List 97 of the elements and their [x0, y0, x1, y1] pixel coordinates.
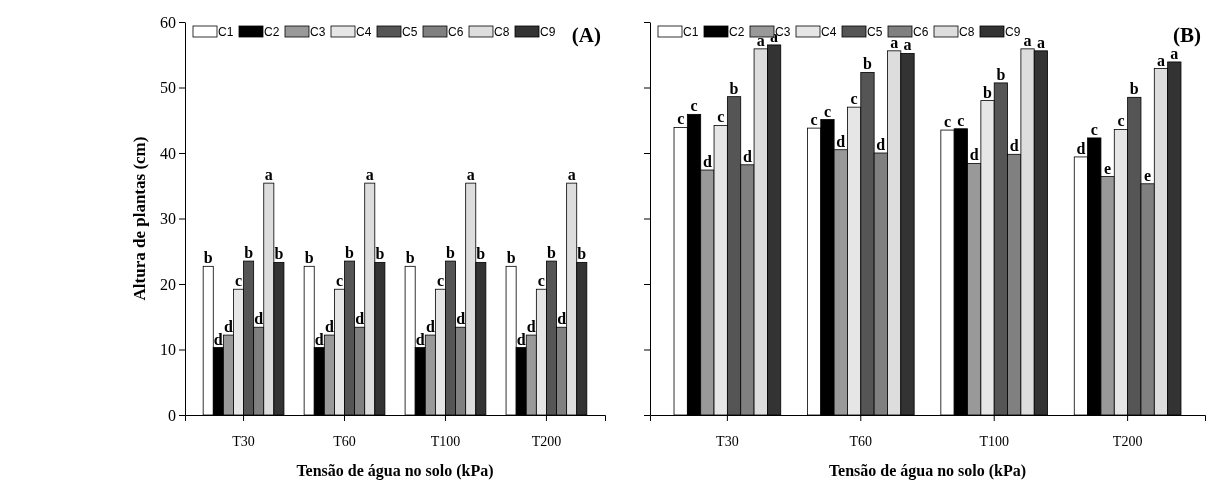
y-axis-title: Altura de plantas (cm)	[130, 136, 149, 301]
data-label: b	[506, 249, 516, 267]
data-label: d	[415, 330, 425, 348]
data-label: a	[756, 31, 765, 49]
data-label: c	[850, 90, 858, 108]
y-tick-label: 40	[160, 144, 176, 162]
data-label: b	[375, 245, 385, 263]
data-label: a	[1156, 51, 1165, 69]
data-label: c	[957, 111, 965, 129]
x-tick-label: T200	[531, 434, 562, 450]
y-tick-label: 50	[160, 79, 176, 97]
legend-label: C8	[959, 25, 975, 39]
data-label: a	[890, 33, 899, 51]
data-label: d	[836, 132, 846, 150]
data-label: e	[1144, 166, 1152, 184]
data-label: b	[304, 249, 314, 267]
y-tick-label: 10	[160, 341, 176, 359]
x-tick-label: T200	[1112, 434, 1143, 450]
data-label: b	[446, 244, 456, 262]
legend-label: C2	[729, 25, 745, 39]
data-label: d	[969, 146, 979, 164]
x-axis-title: Tensão de água no solo (kPa)	[296, 462, 494, 480]
x-tick-label: T100	[979, 434, 1009, 450]
data-label: b	[863, 55, 873, 73]
chart-title: (B)	[1173, 23, 1201, 47]
x-tick-label: T30	[232, 434, 255, 450]
legend-label: C5	[402, 25, 418, 39]
data-label: b	[1129, 80, 1139, 98]
data-label: c	[677, 110, 685, 128]
data-label: a	[1023, 31, 1032, 49]
legend-label: C4	[821, 25, 837, 39]
x-tick-label: T100	[430, 434, 461, 450]
x-tick-label: T60	[849, 434, 873, 450]
data-label: b	[729, 79, 739, 97]
data-label: d	[702, 153, 712, 171]
legend-label: C4	[356, 25, 372, 39]
data-label: c	[943, 113, 952, 131]
data-label: c	[335, 272, 344, 290]
data-label: d	[254, 310, 264, 328]
data-label: d	[1076, 139, 1086, 157]
data-label: b	[547, 244, 557, 262]
legend-label: C8	[494, 25, 510, 39]
data-label: c	[690, 97, 698, 115]
data-label: c	[1117, 112, 1125, 130]
data-label: d	[355, 310, 365, 328]
data-label: a	[264, 166, 273, 184]
data-label: d	[314, 330, 324, 348]
legend-label: C9	[1005, 25, 1021, 39]
data-label: c	[234, 272, 243, 290]
data-label: c	[810, 111, 818, 129]
data-label: a	[1036, 33, 1045, 51]
data-label: b	[203, 249, 213, 267]
data-label: c	[537, 272, 545, 290]
data-label: c	[436, 272, 444, 290]
y-tick-label: 30	[160, 210, 176, 228]
legend-label: C3	[310, 25, 326, 39]
legend-label: C9	[540, 25, 556, 39]
chart-title: (A)	[571, 23, 601, 47]
legend-label: C6	[913, 25, 929, 39]
data-label: d	[324, 318, 334, 336]
data-label: b	[274, 245, 284, 263]
legend-label: C6	[448, 25, 464, 39]
data-label: b	[577, 245, 587, 263]
x-tick-label: T30	[716, 434, 739, 450]
legend-label: C1	[683, 25, 699, 39]
data-label: b	[405, 249, 415, 267]
y-tick-label: 60	[160, 13, 176, 31]
data-label: a	[567, 166, 576, 184]
y-tick-label: 0	[168, 406, 176, 424]
data-label: d	[223, 318, 233, 336]
data-label: b	[996, 65, 1006, 83]
data-label: d	[526, 318, 536, 336]
x-tick-label: T60	[333, 434, 356, 450]
data-label: d	[1009, 137, 1019, 155]
data-label: d	[516, 330, 526, 348]
data-label: d	[213, 330, 223, 348]
y-tick-label: 20	[160, 275, 176, 293]
legend-label: C2	[264, 25, 280, 39]
data-label: d	[456, 310, 466, 328]
data-label: b	[345, 244, 355, 262]
legend-label: C1	[218, 25, 234, 39]
data-label: a	[365, 166, 374, 184]
data-label: d	[876, 136, 886, 153]
legend-label: C5	[867, 25, 883, 39]
data-label: b	[244, 244, 254, 262]
data-label: a	[903, 36, 912, 54]
data-label: b	[476, 245, 486, 263]
data-label: d	[557, 310, 567, 328]
data-label: d	[742, 147, 752, 165]
data-label: c	[823, 102, 831, 120]
data-label: b	[983, 83, 993, 101]
data-label: a	[466, 166, 475, 184]
data-label: e	[1104, 159, 1112, 177]
data-label: d	[425, 318, 435, 336]
data-label: c	[717, 108, 725, 126]
data-label: c	[1090, 120, 1098, 138]
x-axis-title: Tensão de água no solo (kPa)	[828, 462, 1027, 480]
